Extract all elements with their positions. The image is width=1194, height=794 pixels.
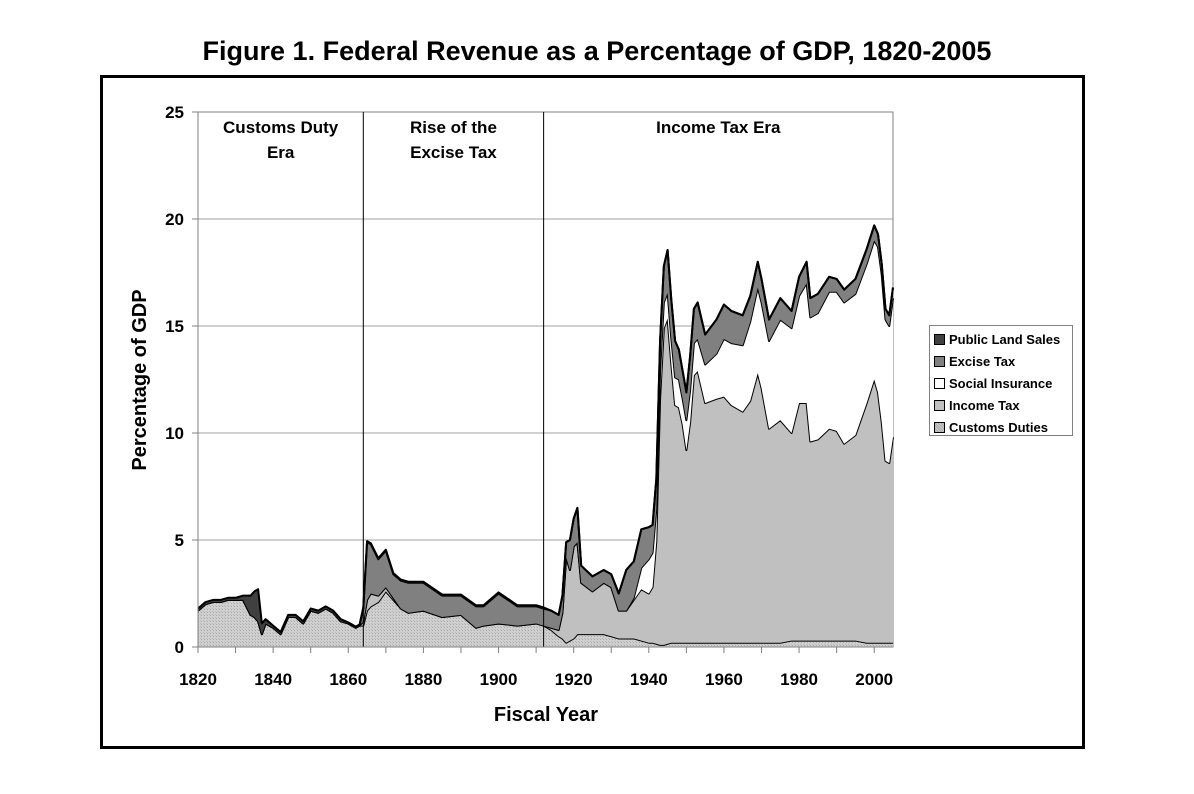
legend-label: Social Insurance: [949, 375, 1053, 391]
y-tick-label: 20: [165, 210, 184, 229]
legend-label: Customs Duties: [949, 419, 1048, 435]
legend-label: Public Land Sales: [949, 331, 1061, 347]
x-tick-label: 1940: [630, 670, 668, 689]
legend-item: Public Land Sales: [934, 328, 1072, 350]
era-label: Era: [267, 143, 295, 162]
y-tick-label: 5: [175, 531, 184, 550]
x-tick-label: 1860: [329, 670, 367, 689]
axes: 0 5 10 15 20 25 1820 1840 1860 1880 1900 1920 1940 19…: [165, 103, 893, 689]
y-tick-label: 25: [165, 103, 184, 122]
chart-title: Figure 1. Federal Revenue as a Percentag…: [202, 36, 992, 66]
legend-swatch: [934, 421, 945, 433]
x-tick-label: 1820: [179, 670, 217, 689]
y-tick-label: 15: [165, 317, 184, 336]
x-tick-label: 1880: [404, 670, 442, 689]
area-income-tax: [198, 318, 893, 645]
x-axis-title: Fiscal Year: [494, 704, 598, 726]
legend-swatch: [934, 377, 945, 389]
era-label: Income Tax Era: [656, 118, 781, 137]
legend-item: Excise Tax: [934, 350, 1072, 372]
stacked-areas: [197, 224, 894, 647]
x-tick-label: 1840: [254, 670, 292, 689]
area-excise-tax: [198, 225, 893, 635]
x-tick-label: 1960: [705, 670, 743, 689]
chart-frame: [100, 75, 1085, 749]
y-tick-label: 10: [165, 424, 184, 443]
legend-swatch: [934, 355, 945, 367]
legend: Public Land Sales Excise Tax Social Insura…: [929, 325, 1073, 436]
y-axis-title: Percentage of GDP: [129, 289, 151, 470]
legend-item: Customs Duties: [934, 416, 1072, 438]
x-tick-label: 1900: [480, 670, 518, 689]
line-public-land-sales: [197, 224, 894, 634]
x-tick-label: 2000: [855, 670, 893, 689]
legend-label: Excise Tax: [949, 353, 1016, 369]
y-tick-label: 0: [175, 638, 184, 657]
x-tick-label: 1980: [780, 670, 818, 689]
legend-swatch: [934, 333, 945, 345]
legend-label: Income Tax: [949, 397, 1020, 413]
legend-swatch: [934, 399, 945, 411]
era-label: Customs Duty: [223, 118, 339, 137]
legend-item: Social Insurance: [934, 372, 1072, 394]
x-tick-label: 1920: [555, 670, 593, 689]
legend-item: Income Tax: [934, 394, 1072, 416]
era-label: Excise Tax: [410, 143, 497, 162]
era-label: Rise of the: [410, 118, 497, 137]
era-dividers: Customs Duty Era Rise of the Excise Tax Inco…: [223, 112, 781, 647]
area-customs-duties: [198, 591, 893, 647]
